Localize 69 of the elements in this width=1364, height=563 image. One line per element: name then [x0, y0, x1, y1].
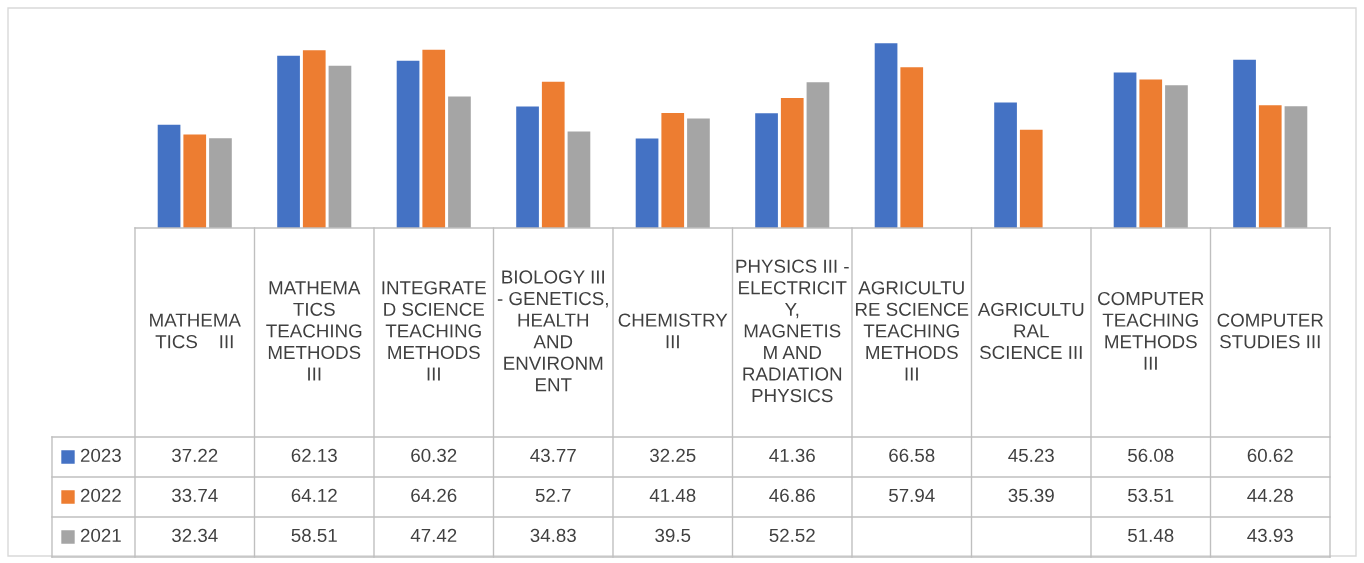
bar — [1284, 106, 1308, 228]
data-label: 46.86 — [769, 488, 815, 503]
x-tick-label: CHEMISTRY III — [618, 313, 728, 349]
data-label: 58.51 — [291, 528, 337, 543]
bar — [1019, 129, 1043, 228]
bar — [302, 50, 326, 228]
data-label: 34.83 — [530, 528, 576, 543]
data-label: 39.5 — [655, 528, 691, 543]
x-tick-label: BIOLOGY III - GENETICS, HEALTH AND ENVIRONM ENT — [497, 270, 608, 392]
data-label: 41.36 — [769, 448, 815, 463]
data-label: 35.39 — [1008, 488, 1054, 503]
data-label: 60.32 — [411, 448, 457, 463]
data-label: 44.28 — [1247, 488, 1293, 503]
bar — [396, 60, 420, 228]
bar — [422, 49, 446, 228]
data-label: 64.12 — [291, 488, 337, 503]
bar — [1258, 105, 1282, 228]
legend-label: 2021 — [80, 528, 121, 543]
x-tick-label: MATHEMA TICS III — [150, 313, 241, 349]
bar — [157, 124, 181, 228]
data-label: 47.42 — [410, 528, 457, 542]
bar — [1139, 79, 1163, 228]
data-label: 62.13 — [291, 448, 337, 463]
data-label: 52.52 — [769, 528, 815, 543]
data-label: 60.62 — [1247, 448, 1293, 463]
x-tick-label: COMPUTER STUDIES III — [1217, 313, 1324, 349]
bar — [1233, 59, 1256, 228]
data-label: 51.48 — [1128, 528, 1174, 543]
bar — [635, 138, 659, 228]
data-label: 43.77 — [530, 448, 576, 463]
bar — [1113, 72, 1137, 228]
data-label: 45.23 — [1008, 448, 1054, 463]
bar — [448, 96, 471, 228]
bar — [755, 113, 778, 228]
data-label: 32.25 — [650, 448, 696, 463]
bar — [516, 106, 539, 228]
data-label: 56.08 — [1128, 448, 1174, 463]
bar — [806, 82, 830, 228]
data-label: 33.74 — [172, 488, 218, 503]
bar — [328, 65, 352, 228]
data-label: 37.22 — [172, 448, 218, 463]
bar — [567, 131, 591, 228]
x-tick-label: PHYSICS III - ELECTRICIT Y, MAGNETIS M AND RADIATION PHYSICS — [736, 259, 849, 403]
data-label: 64.26 — [411, 488, 457, 503]
data-label: 57.94 — [889, 488, 935, 503]
legend-label: 2023 — [80, 448, 121, 463]
bar — [900, 67, 924, 228]
data-label: 66.58 — [889, 448, 935, 463]
bar — [1165, 85, 1188, 228]
data-label: 41.48 — [649, 488, 696, 503]
x-tick-label: AGRICULTU RE SCIENCE TEACHING METHODS III — [855, 281, 969, 381]
legend-label: 2022 — [80, 488, 121, 503]
x-tick-label: COMPUTER TEACHING METHODS III — [1098, 291, 1204, 370]
data-label: 53.51 — [1128, 488, 1174, 503]
bar — [874, 43, 898, 228]
bar — [541, 81, 565, 228]
x-tick-label: INTEGRATE D SCIENCE TEACHING METHODS III — [382, 281, 486, 381]
bar — [209, 138, 232, 228]
data-label: 32.34 — [172, 528, 218, 543]
bar — [661, 112, 685, 228]
bar — [994, 102, 1017, 228]
bar — [687, 118, 710, 228]
bar — [780, 98, 804, 228]
x-tick-label: AGRICULTU RAL SCIENCE III — [977, 302, 1084, 360]
x-tick-label: MATHEMA TICS TEACHING METHODS III — [266, 281, 362, 381]
bar — [277, 55, 300, 228]
data-label: 52.7 — [535, 488, 571, 503]
bar — [183, 134, 207, 228]
data-label: 43.93 — [1247, 528, 1293, 543]
